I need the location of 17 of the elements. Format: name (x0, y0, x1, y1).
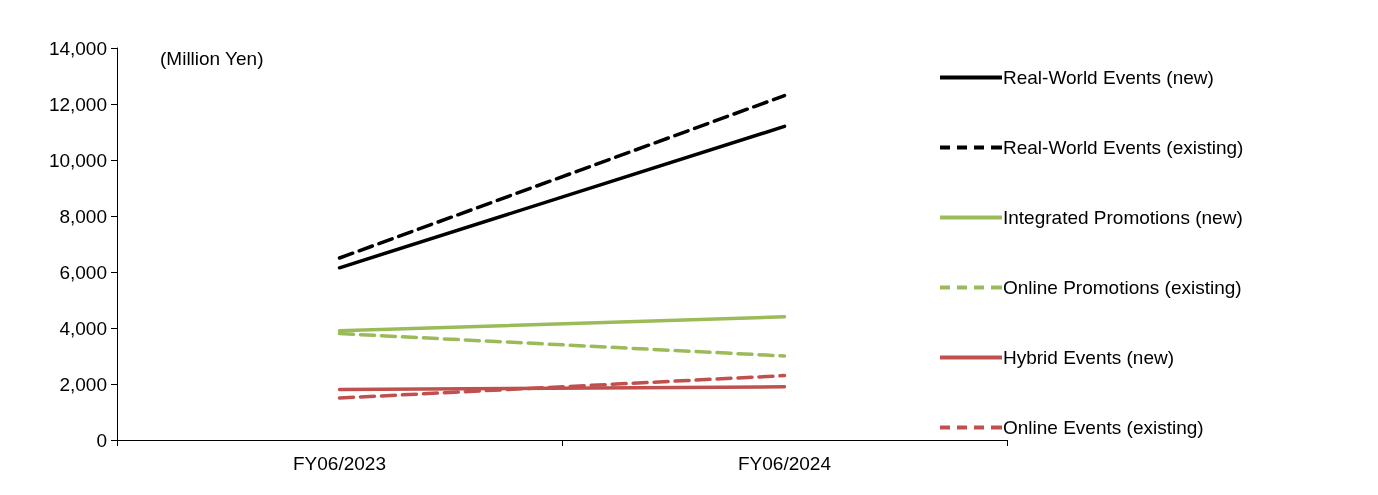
y-tick-label: 0 (96, 429, 107, 451)
legend-label: Online Events (existing) (1003, 417, 1204, 438)
legend-label: Real-World Events (new) (1003, 67, 1214, 88)
y-tick-label: 14,000 (48, 37, 107, 59)
y-tick-label: 2,000 (59, 373, 107, 395)
y-axis-title: (Million Yen) (160, 48, 264, 69)
y-tick-label: 8,000 (59, 205, 107, 227)
legend-label: Hybrid Events (new) (1003, 347, 1175, 368)
y-tick-label: 12,000 (48, 93, 107, 115)
y-tick-label: 10,000 (48, 149, 107, 171)
y-tick-label: 6,000 (59, 261, 107, 283)
y-tick-label: 4,000 (59, 317, 107, 339)
legend-label: Real-World Events (existing) (1003, 137, 1244, 158)
legend-label: Online Promotions (existing) (1003, 277, 1242, 298)
x-tick-label: FY06/2023 (293, 453, 386, 474)
legend-label: Integrated Promotions (new) (1003, 207, 1243, 228)
x-tick-label: FY06/2024 (738, 453, 832, 474)
